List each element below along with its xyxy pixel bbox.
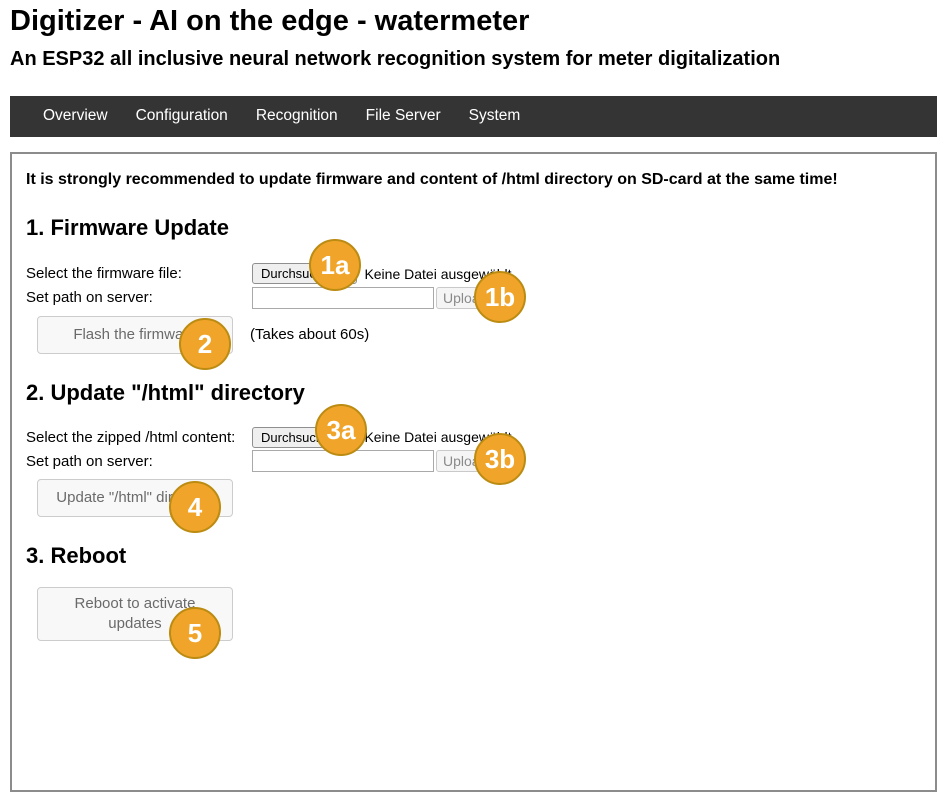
annotation-badge-1b: 1b	[474, 271, 526, 323]
warning-text: It is strongly recommended to update fir…	[26, 170, 838, 188]
annotation-badge-1a: 1a	[309, 239, 361, 291]
firmware-path-input[interactable]	[252, 286, 434, 309]
nav-item-overview[interactable]: Overview	[43, 107, 108, 125]
nav-item-recognition[interactable]: Recognition	[255, 107, 338, 125]
firmware-form: Select the firmware file: Durchsuchen...…	[26, 262, 921, 310]
page-title: Digitizer - AI on the edge - watermeter	[10, 5, 530, 37]
firmware-file-row: Select the firmware file: Durchsuchen...…	[26, 262, 921, 286]
firmware-file-input: Durchsuchen... Keine Datei ausgewählt	[252, 263, 512, 285]
content-panel: It is strongly recommended to update fir…	[10, 151, 937, 792]
html-path-row: Set path on server: Upload	[26, 449, 921, 473]
nav-item-file-server[interactable]: File Server	[365, 107, 441, 125]
html-file-input: Durchsuchen... Keine Datei ausgewählt	[252, 426, 512, 448]
html-path-label: Set path on server:	[26, 452, 153, 470]
firmware-file-label: Select the firmware file:	[26, 265, 182, 283]
section-html-heading: 2. Update "/html" directory	[26, 379, 305, 405]
section-firmware-heading: 1. Firmware Update	[26, 214, 229, 240]
annotation-badge-3a: 3a	[315, 404, 367, 456]
nav-item-configuration[interactable]: Configuration	[135, 107, 228, 125]
firmware-file-status: Keine Datei ausgewählt	[364, 265, 512, 282]
nav-item-system[interactable]: System	[468, 107, 521, 125]
annotation-badge-5: 5	[169, 607, 221, 659]
annotation-badge-3b: 3b	[474, 433, 526, 485]
page-subtitle: An ESP32 all inclusive neural network re…	[10, 47, 781, 70]
html-file-status: Keine Datei ausgewählt	[364, 429, 512, 446]
firmware-action-row: Flash the firmware (Takes about 60s)	[26, 310, 921, 354]
html-file-label: Select the zipped /html content:	[26, 428, 236, 446]
nav-bar: Overview Configuration Recognition File …	[10, 95, 937, 137]
flash-duration-note: (Takes about 60s)	[250, 326, 370, 344]
html-form: Select the zipped /html content: Durchsu…	[26, 425, 921, 473]
annotation-badge-4: 4	[169, 481, 221, 533]
firmware-path-label: Set path on server:	[26, 289, 153, 307]
section-reboot-heading: 3. Reboot	[26, 543, 127, 569]
html-file-row: Select the zipped /html content: Durchsu…	[26, 425, 921, 449]
annotation-badge-2: 2	[179, 318, 231, 370]
